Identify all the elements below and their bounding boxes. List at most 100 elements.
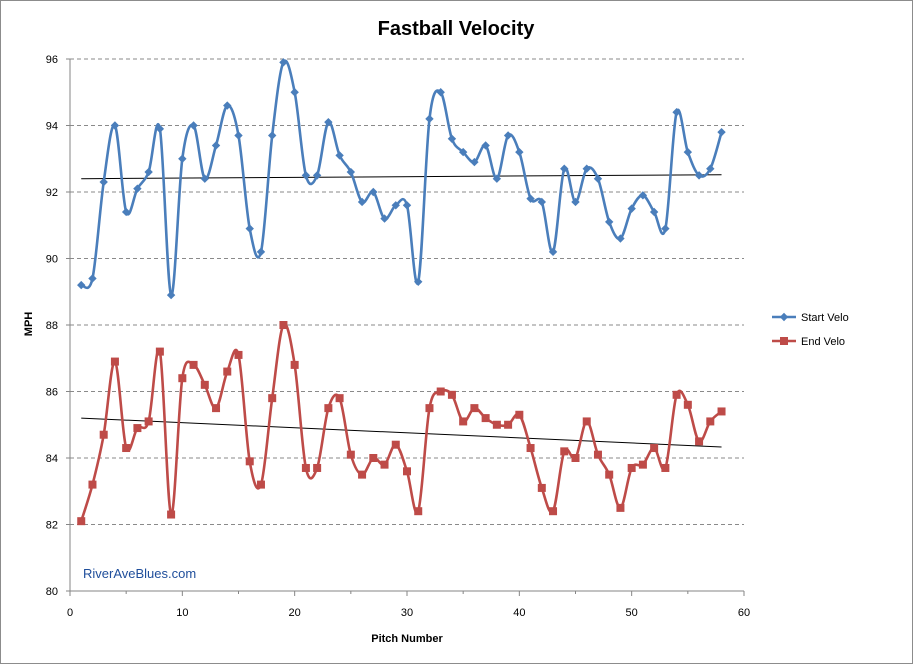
data-point — [245, 224, 254, 233]
x-tick-label: 30 — [401, 607, 413, 619]
data-point — [638, 460, 647, 469]
data-point — [447, 390, 456, 399]
data-point — [189, 360, 198, 369]
data-point — [414, 277, 423, 286]
data-point — [627, 204, 636, 213]
data-point — [638, 191, 648, 200]
data-point — [77, 280, 86, 290]
x-tick-label: 20 — [289, 607, 301, 619]
gridlines — [66, 58, 744, 592]
data-point — [88, 480, 97, 489]
data-point — [560, 447, 569, 456]
data-point — [650, 444, 659, 453]
series-group — [77, 58, 726, 526]
y-tick-label: 90 — [46, 254, 58, 266]
y-tick-labels: 80 82 84 86 88 90 92 94 96 — [46, 54, 58, 598]
trendline-end-velo — [81, 417, 722, 448]
data-point — [447, 134, 457, 143]
data-point — [189, 121, 198, 130]
data-point — [492, 420, 501, 429]
data-point — [245, 457, 254, 466]
data-point — [391, 440, 400, 449]
data-point — [616, 503, 625, 512]
data-point — [358, 470, 367, 479]
data-point — [492, 174, 502, 183]
data-point — [403, 467, 411, 476]
watermark-text: RiverAveBlues.com — [83, 566, 196, 581]
legend: Start Velo End Velo — [772, 312, 849, 348]
data-point — [178, 154, 187, 163]
data-point — [661, 224, 670, 233]
data-point — [369, 187, 378, 197]
data-point — [357, 197, 367, 207]
data-point — [212, 404, 221, 413]
axes — [69, 59, 745, 596]
x-axis-title: Pitch Number — [371, 633, 443, 645]
data-point — [99, 177, 108, 187]
data-point — [369, 454, 378, 462]
data-point — [458, 147, 468, 157]
data-point — [425, 114, 434, 124]
data-point — [279, 58, 288, 67]
data-point — [560, 164, 569, 173]
data-point — [391, 201, 400, 210]
series-start-velo — [77, 58, 726, 300]
y-tick-label: 84 — [46, 453, 58, 465]
data-point — [402, 201, 412, 210]
y-tick-label: 88 — [46, 320, 58, 332]
data-point — [683, 147, 693, 157]
data-point — [627, 463, 636, 472]
data-point — [672, 390, 681, 399]
data-point — [279, 321, 288, 329]
data-point — [99, 430, 108, 439]
data-point — [77, 517, 86, 526]
data-point — [515, 410, 524, 419]
data-point — [548, 247, 558, 257]
data-point — [425, 404, 434, 413]
data-point — [549, 507, 558, 516]
data-point — [537, 483, 546, 492]
data-point — [582, 417, 591, 426]
data-point — [234, 350, 243, 359]
x-tick-label: 0 — [67, 607, 73, 619]
x-tick-label: 60 — [738, 607, 750, 619]
data-point — [503, 131, 513, 140]
data-point — [290, 360, 299, 369]
data-point — [110, 357, 119, 366]
data-point — [706, 417, 715, 426]
data-point — [178, 374, 187, 383]
data-point — [346, 167, 356, 177]
data-point — [133, 424, 142, 433]
data-point — [200, 174, 209, 183]
data-point — [144, 417, 153, 426]
data-point — [335, 394, 344, 403]
data-point — [616, 234, 625, 243]
data-point — [481, 414, 490, 423]
data-point — [582, 164, 591, 173]
data-point — [481, 141, 490, 150]
data-point — [436, 88, 445, 97]
data-point — [683, 400, 692, 409]
data-point — [234, 131, 243, 140]
x-tick-labels: 0 10 20 30 40 50 60 — [67, 607, 750, 619]
trendline-start-velo — [81, 174, 722, 180]
data-point — [380, 460, 389, 469]
legend-label: Start Velo — [801, 312, 849, 324]
data-point — [268, 131, 277, 140]
data-point — [268, 394, 277, 403]
data-point — [717, 407, 726, 416]
data-point — [605, 217, 614, 227]
legend-marker — [779, 312, 789, 322]
data-point — [166, 290, 176, 300]
data-point — [717, 127, 726, 137]
y-axis-title: MPH — [23, 312, 35, 337]
data-point — [324, 404, 333, 413]
data-point — [313, 463, 322, 472]
data-point — [211, 141, 221, 150]
y-tick-label: 86 — [46, 387, 58, 399]
data-point — [470, 404, 479, 413]
data-point — [571, 197, 580, 207]
series-end-velo — [77, 321, 726, 526]
data-point — [167, 510, 176, 519]
